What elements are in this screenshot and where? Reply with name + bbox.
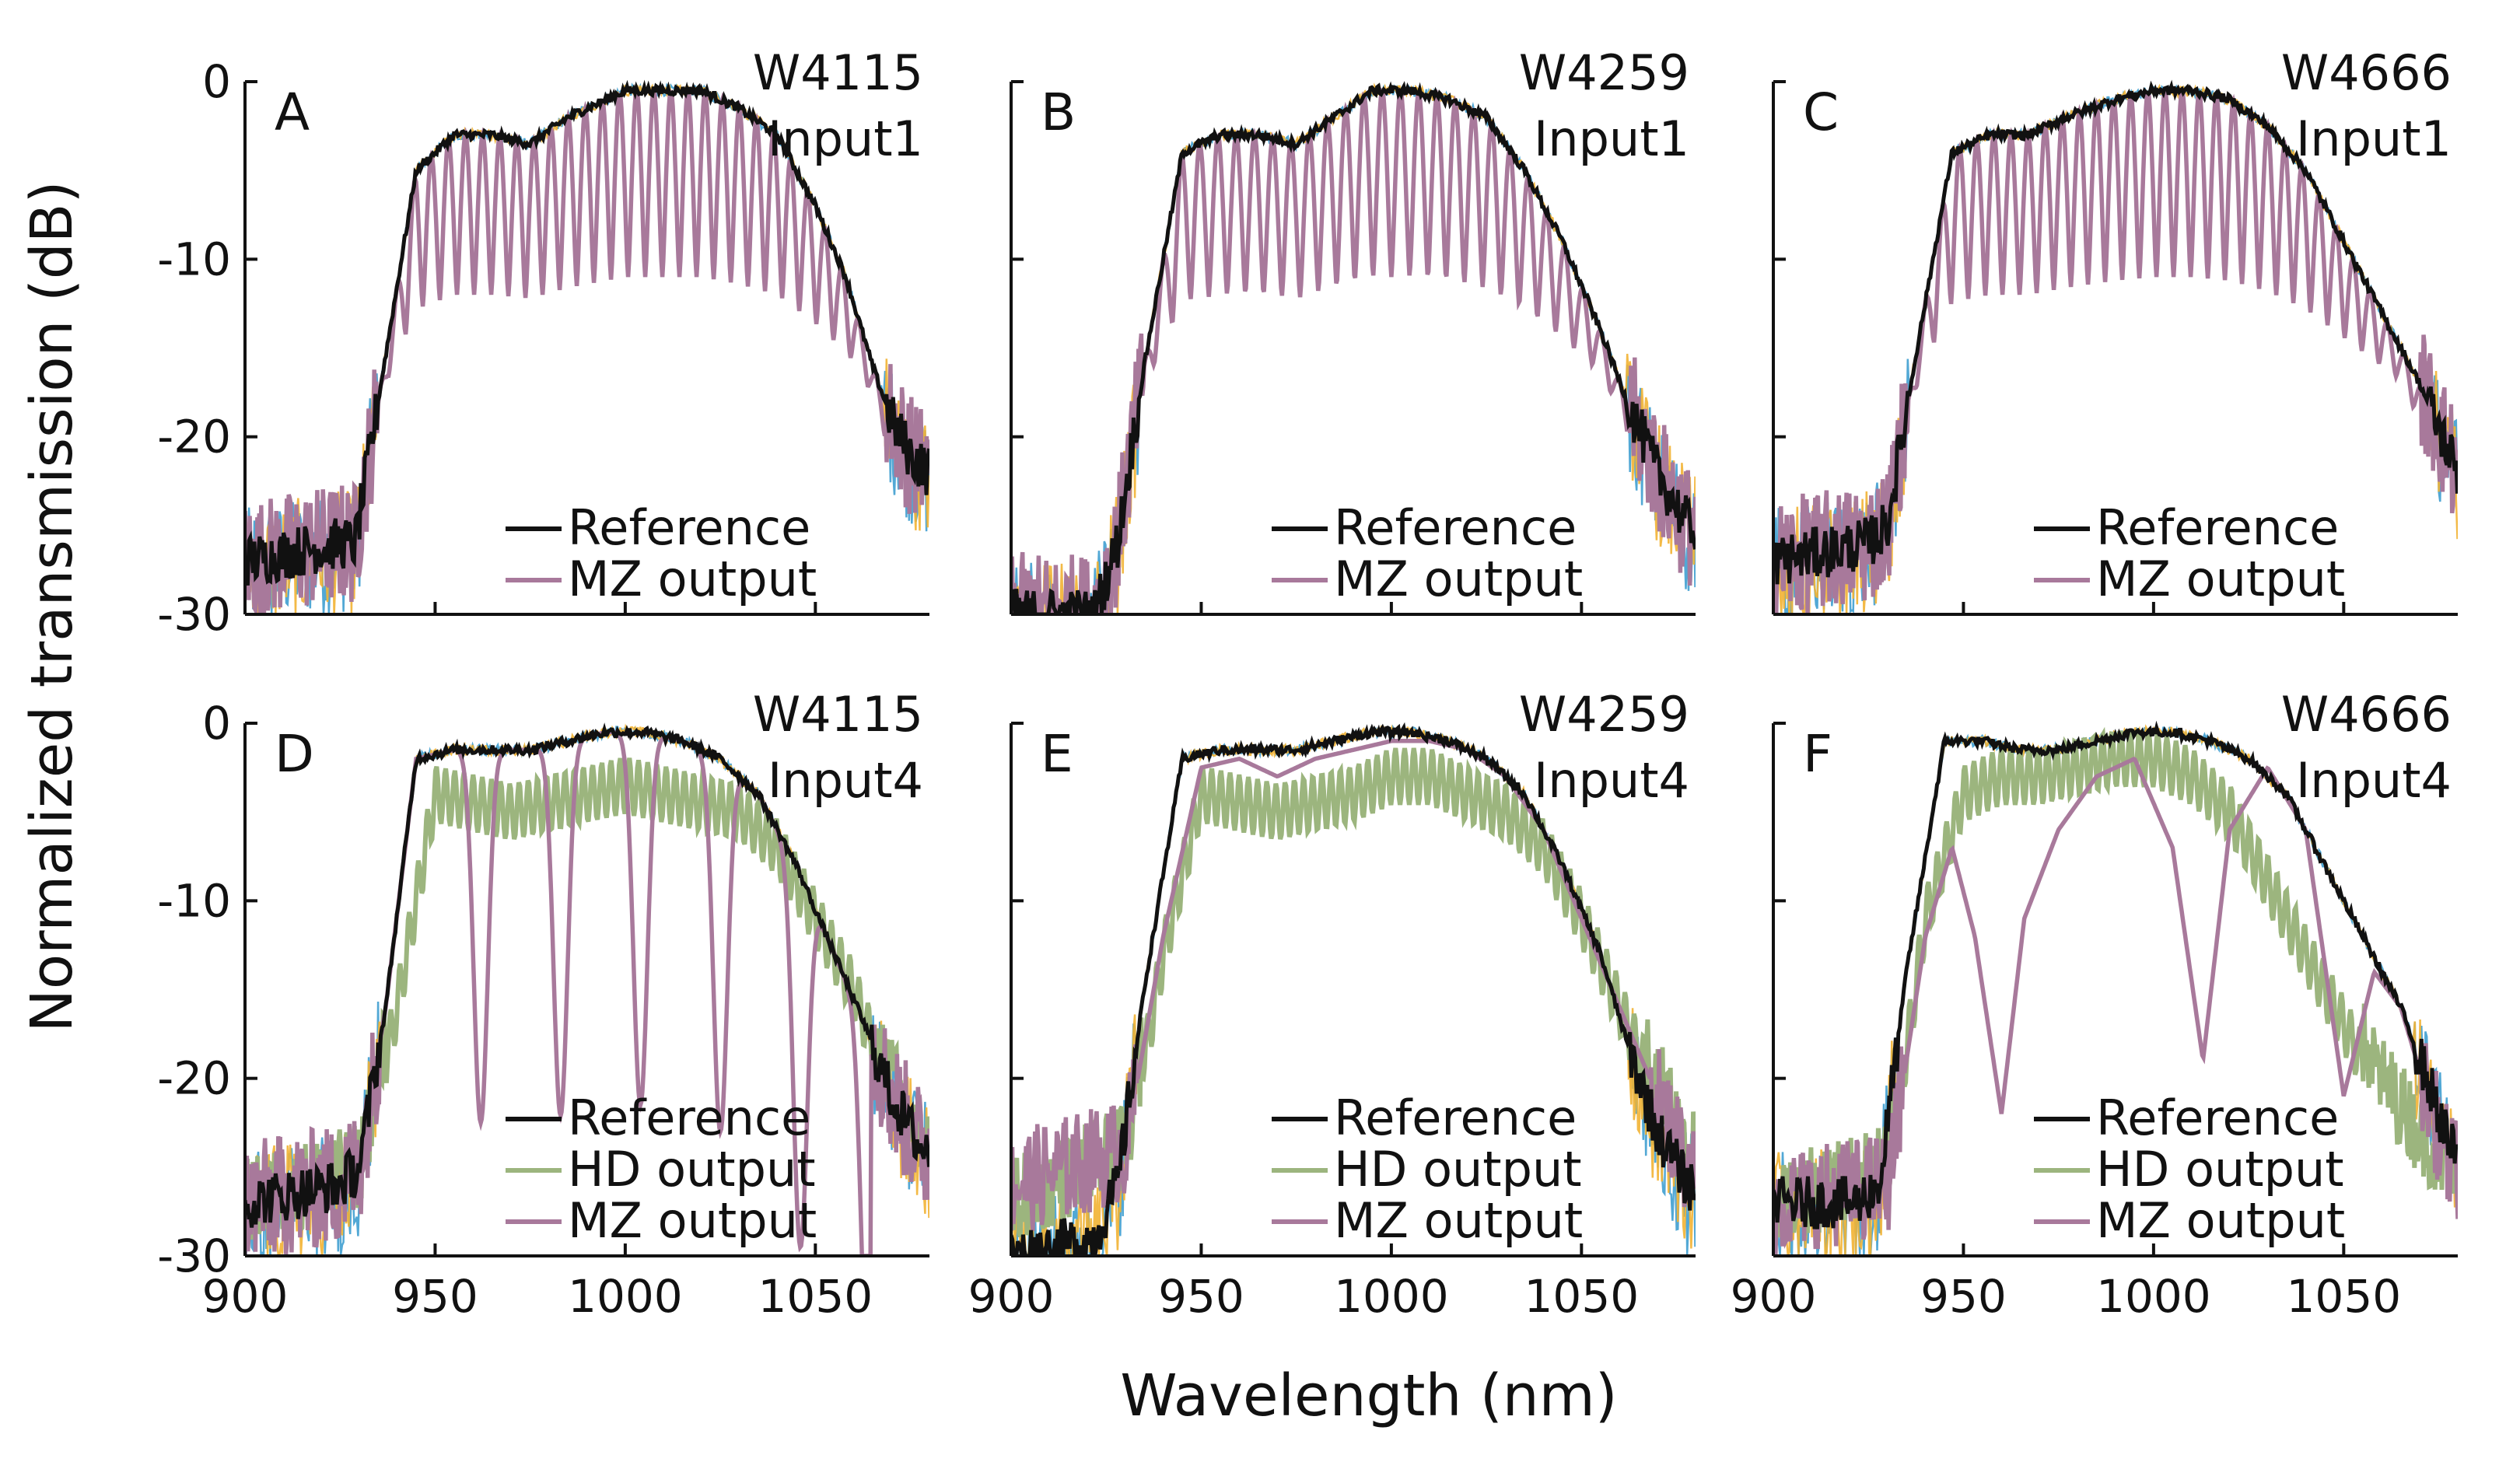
y-tick-label: -10 [157,874,231,927]
legend-label: MZ output [568,1192,817,1249]
y-tick-label: 0 [202,55,231,108]
panel-letter: F [1803,724,1832,784]
panel-title: W4115 [753,686,923,743]
panel-subtitle: Input1 [768,110,923,167]
reference-line [1011,722,1696,1256]
mz-output-line [245,89,929,614]
panel-letter: E [1041,724,1073,784]
x-tick-label: 950 [1158,1270,1244,1323]
plot-area [245,722,929,1256]
legend-label: HD output [1334,1141,1582,1198]
x-tick-label: 900 [1731,1270,1817,1323]
legend-label: HD output [2096,1141,2344,1198]
legend-label: Reference [2096,499,2339,556]
panel-subtitle: Input4 [2296,752,2452,809]
x-tick-label: 1050 [1524,1270,1640,1323]
panel-title: W4259 [1519,686,1689,743]
panel-subtitle: Input4 [768,752,923,809]
mz-output-line [1773,89,2458,614]
reference-line [1773,720,2458,1229]
panel-title: W4115 [753,44,923,101]
legend-label: Reference [1334,499,1577,556]
plot-area [1773,79,2458,614]
y-tick-label: -30 [157,588,231,641]
legend-label: Reference [2096,1090,2339,1146]
plot-area [1011,81,1696,614]
panel-letter: D [275,724,314,784]
y-tick-label: -10 [157,233,231,285]
reference-line [245,722,929,1228]
x-tick-label: 900 [202,1270,289,1323]
reference-line [245,79,929,586]
x-tick-label: 1050 [758,1270,873,1323]
x-tick-label: 950 [1920,1270,2007,1323]
x-tick-label: 1000 [2096,1270,2211,1323]
reference-line [1011,81,1696,614]
x-tick-label: 1000 [568,1270,683,1323]
legend-label: MZ output [1334,551,1583,607]
panel-title: W4666 [2281,44,2452,101]
legend-label: MZ output [2096,551,2345,607]
legend-label: Reference [568,1090,810,1146]
y-tick-label: -20 [157,1052,231,1105]
panel-letter: B [1041,82,1076,142]
hd-output-line [245,757,929,1240]
y-tick-label: -20 [157,411,231,463]
y-axis-title: Normalized transmission (dB) [19,181,86,1033]
legend-label: Reference [1334,1090,1577,1146]
plot-area [1773,720,2458,1256]
x-tick-label: 950 [392,1270,478,1323]
y-tick-label: -30 [157,1229,231,1282]
legend-label: HD output [568,1141,816,1198]
panel-title: W4666 [2281,686,2452,743]
panel-title: W4259 [1519,44,1689,101]
x-axis-title: Wavelength (nm) [1120,1362,1617,1429]
panel-letter: C [1803,82,1839,142]
y-tick-label: 0 [202,697,231,750]
legend-label: MZ output [568,551,817,607]
panel-subtitle: Input1 [2296,110,2452,167]
legend-label: MZ output [1334,1192,1583,1249]
reference-line [1773,79,2458,585]
mz-output-line [1011,739,1696,1231]
x-tick-label: 1050 [2287,1270,2402,1323]
panel-subtitle: Input1 [1534,110,1689,167]
panel-letter: A [275,82,310,142]
plot-area [1011,722,1696,1256]
x-tick-label: 1000 [1334,1270,1449,1323]
panel-subtitle: Input4 [1534,752,1689,809]
legend-label: MZ output [2096,1192,2345,1249]
x-tick-label: 900 [968,1270,1055,1323]
legend-label: Reference [568,499,810,556]
plot-area [245,79,929,614]
